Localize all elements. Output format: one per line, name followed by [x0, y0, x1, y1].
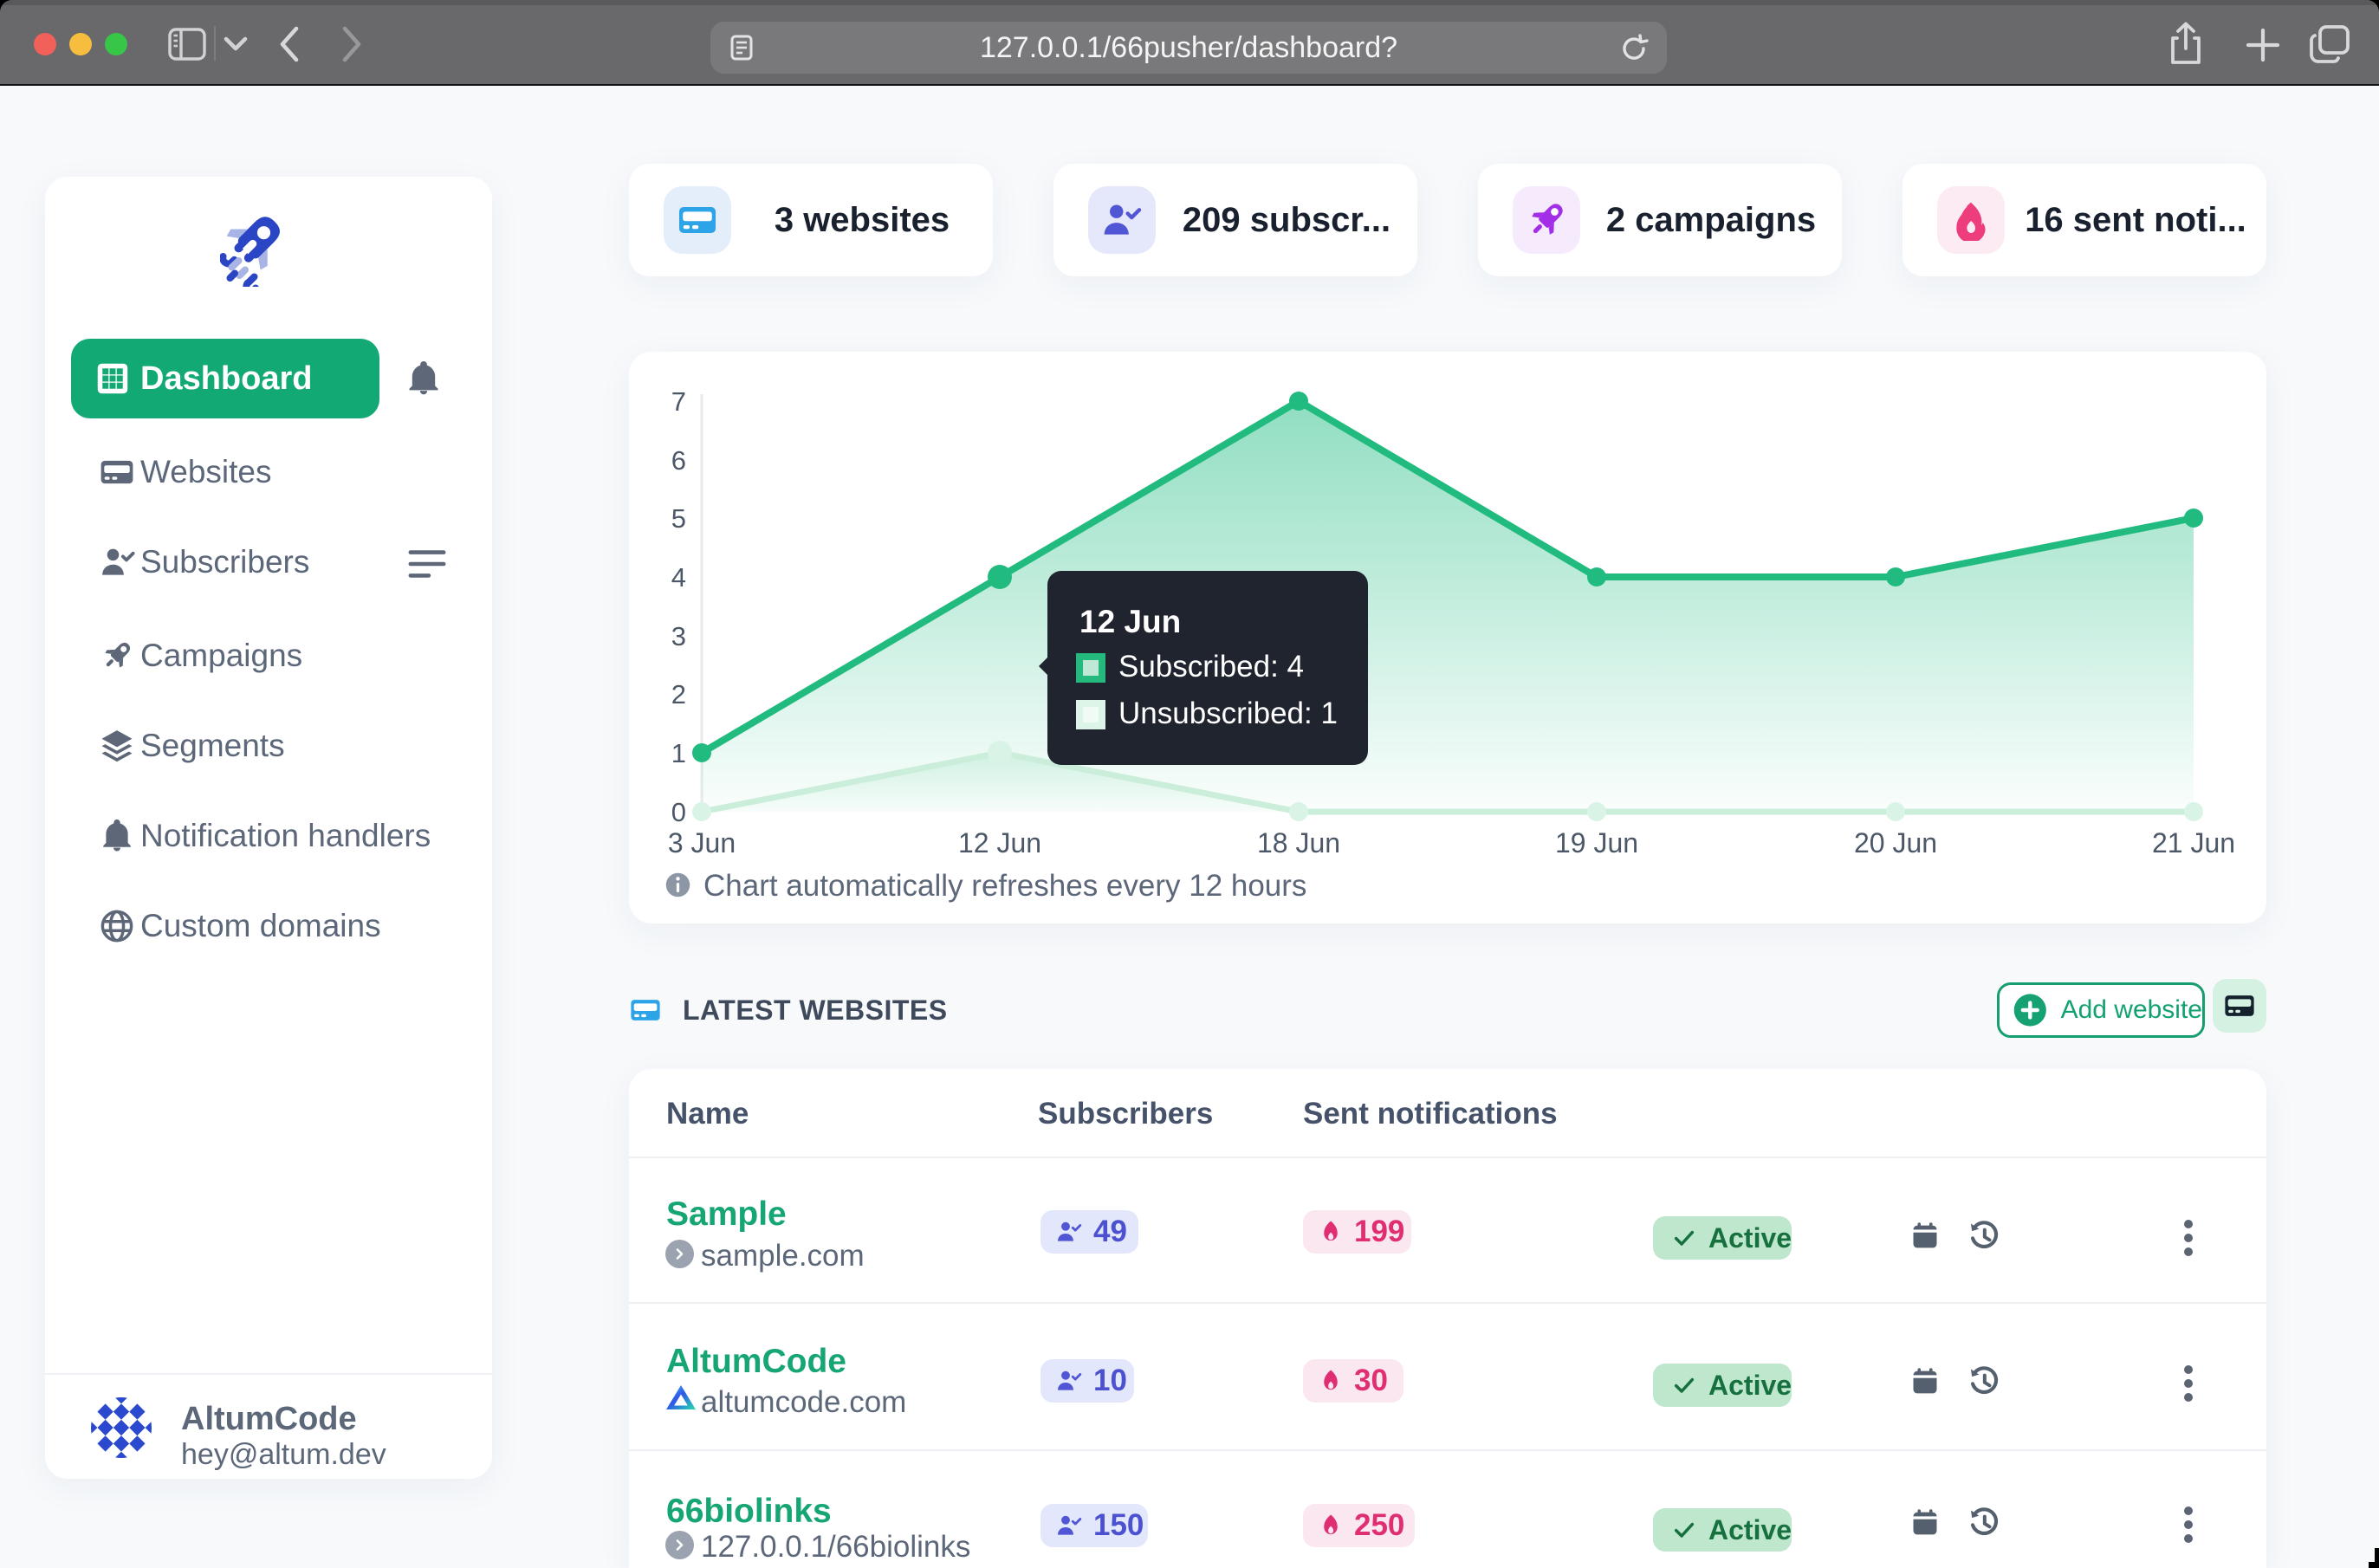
svg-text:21 Jun: 21 Jun [2152, 827, 2235, 859]
svg-text:6: 6 [671, 445, 686, 476]
svg-text:18 Jun: 18 Jun [1257, 827, 1340, 859]
svg-text:5: 5 [671, 503, 686, 534]
svg-text:0: 0 [671, 797, 686, 827]
svg-text:4: 4 [671, 562, 686, 593]
svg-text:7: 7 [671, 386, 686, 417]
svg-text:2: 2 [671, 679, 686, 709]
svg-text:20 Jun: 20 Jun [1854, 827, 1937, 859]
svg-text:3 Jun: 3 Jun [668, 827, 736, 859]
svg-text:3: 3 [671, 621, 686, 651]
svg-text:19 Jun: 19 Jun [1555, 827, 1638, 859]
svg-text:1: 1 [671, 738, 686, 768]
svg-text:12 Jun: 12 Jun [958, 827, 1041, 859]
